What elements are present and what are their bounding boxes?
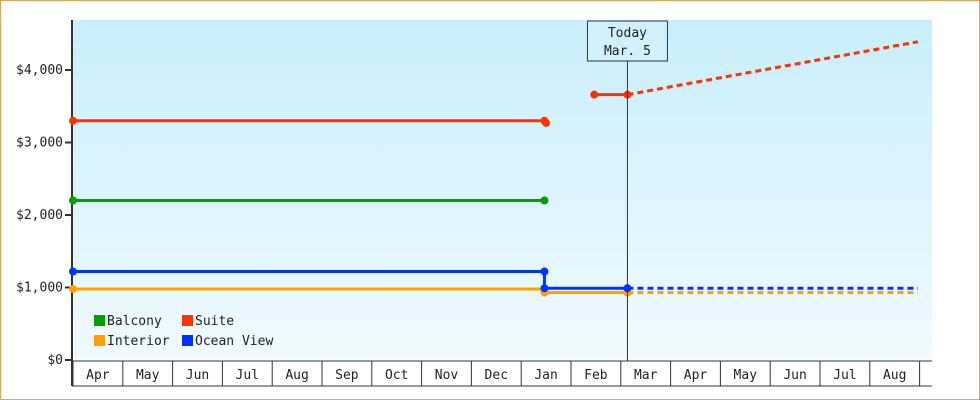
- x-tick-label: Jun: [783, 368, 806, 383]
- interior-point: [69, 284, 77, 293]
- x-tick-label: Aug: [285, 368, 308, 383]
- x-tick-label: Apr: [86, 368, 110, 383]
- legend-swatch-ocean-view: [182, 335, 193, 346]
- x-tick-label: Jul: [833, 368, 856, 383]
- x-tick-label: Aug: [883, 368, 906, 383]
- legend-swatch-balcony: [94, 315, 105, 326]
- balcony-point: [540, 196, 549, 205]
- legend-swatch-interior: [94, 335, 105, 346]
- suite-point: [69, 116, 77, 125]
- legend-swatch-suite: [182, 315, 193, 326]
- x-tick-label: Apr: [684, 368, 708, 383]
- x-tick-label: Feb: [584, 368, 608, 383]
- x-tick-label: Jan: [534, 368, 557, 383]
- y-tick-label: $1,000: [16, 281, 63, 296]
- x-tick-label: Dec: [485, 368, 508, 383]
- x-tick-label: Mar: [634, 368, 658, 383]
- x-tick-label: Sep: [335, 368, 359, 383]
- suite-point: [542, 118, 551, 127]
- y-tick-label: $2,000: [16, 208, 63, 223]
- plot-area: [71, 20, 932, 360]
- ocean-view-line: [73, 270, 628, 290]
- x-tick-label: Oct: [385, 368, 408, 383]
- y-tick-label: $0: [47, 353, 63, 368]
- y-tick-label: $3,000: [16, 136, 63, 151]
- legend-label-balcony: Balcony: [107, 314, 162, 329]
- ocean-view-point: [540, 267, 549, 276]
- today-date-label: Mar. 5: [604, 44, 651, 59]
- today-label-box: [586, 20, 668, 62]
- x-tick-label: Nov: [435, 368, 459, 383]
- legend-label-interior: Interior: [107, 334, 170, 349]
- ocean-view-point: [69, 267, 77, 276]
- legend-label-suite: Suite: [195, 314, 234, 329]
- today-label: Today: [608, 26, 647, 41]
- ocean-view-point: [540, 284, 549, 293]
- suite-point: [590, 90, 599, 99]
- x-tick-label: Jul: [236, 368, 259, 383]
- y-tick-label: $4,000: [16, 63, 63, 78]
- legend-label-ocean-view: Ocean View: [195, 334, 273, 349]
- x-tick-label: May: [734, 368, 758, 383]
- x-tick-label: Jun: [186, 368, 209, 383]
- balcony-point: [69, 196, 77, 205]
- x-tick-label: May: [136, 368, 160, 383]
